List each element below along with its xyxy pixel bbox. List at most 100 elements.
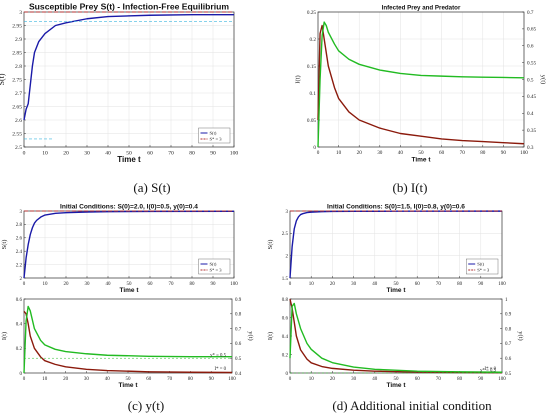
y-right-tick-label: 0.6: [505, 357, 512, 362]
y-right-tick-label: 0.5: [527, 77, 534, 83]
y-tick-label: 0.05: [307, 118, 316, 124]
y-tick-label: 2.6: [16, 237, 23, 242]
y-tick-label: 0: [20, 372, 23, 377]
y-tick-label: 0.4: [16, 322, 23, 327]
y-right-tick-label: 0.5: [505, 372, 512, 377]
chart-title-c1: Initial Conditions: S(0)=2.0, I(0)=0.5, …: [60, 204, 198, 211]
y-tick-label: 0: [286, 372, 289, 377]
annotation-i-star: I* = 0: [485, 367, 497, 372]
x-tick-label: 60: [415, 282, 421, 287]
legend-a: S(t)S* = 3: [198, 127, 231, 144]
x-axis-label: Time t: [117, 155, 141, 164]
y-right-tick-label: 0.7: [235, 327, 242, 332]
panel-d1: 0 10 20 30 40 50 60 70 80 90 100 1.5 2 2.5 3 Initial Co…: [267, 204, 506, 295]
legend-entry: S(t): [477, 262, 484, 267]
legend-entry: S* = 3: [210, 137, 223, 142]
panel-c2: 0 10 20 30 40 50 60 70 80 90 100 0 0.2 0.4 0.6 0.4 0.5 0.…: [1, 298, 254, 389]
x-tick-label: 40: [398, 150, 404, 156]
x-tick-label: 50: [126, 151, 132, 157]
x-tick-label: 90: [209, 377, 215, 382]
x-tick-label: 50: [394, 282, 400, 287]
panel-d2: 0 10 20 30 40 50 60 70 80 90 100 0 0.2 0.4 0.6 0.8 0.5 0.…: [267, 298, 524, 389]
y-right-tick-label: 0.6: [527, 44, 534, 50]
series-line-i-t-: [317, 24, 525, 145]
y-tick-label: 2.55: [12, 131, 22, 137]
x-tick-label: 20: [63, 377, 69, 382]
x-axis-label: Time t: [119, 287, 139, 294]
y-tick-label: 0.2: [16, 347, 23, 352]
x-tick-label: 40: [106, 282, 112, 287]
plot-area-d2: [290, 299, 502, 373]
y-right-tick-label: 0.6: [235, 342, 242, 347]
x-tick-label: 10: [42, 377, 48, 382]
x-tick-label: 100: [498, 282, 506, 287]
y-tick-label: 2.85: [12, 50, 22, 56]
x-tick-label: 30: [351, 377, 357, 382]
x-tick-label: 100: [520, 150, 528, 156]
series-line-s-t-: [23, 210, 235, 279]
x-tick-label: 20: [330, 282, 336, 287]
y-tick-label: 0.6: [16, 298, 23, 303]
legend-box: [466, 258, 499, 275]
annotation-y-star: y* = 0.5: [210, 354, 226, 359]
y-axis-label: S(t): [1, 240, 8, 250]
x-tick-label: 100: [230, 282, 238, 287]
caption-a: (a) S(t): [133, 180, 170, 195]
y-right-tick-label: 0.4: [235, 372, 242, 377]
series-line-y-t-: [317, 21, 525, 148]
y-tick-label: 1.5: [282, 277, 289, 282]
legend-entry: S(t): [210, 131, 217, 136]
y-tick-label: 2.9: [15, 37, 22, 43]
y-tick-label: 2: [20, 277, 23, 282]
y-right-axis-label: y(t): [247, 331, 254, 340]
y-right-tick-label: 0.3: [527, 145, 534, 151]
x-tick-label: 70: [436, 282, 442, 287]
y-tick-label: 0.4: [282, 335, 289, 340]
y-tick-label: 3: [20, 210, 23, 215]
annotation-i-star: I* = 0: [215, 367, 227, 372]
x-tick-label: 10: [336, 150, 342, 156]
series-line-s-t-: [23, 14, 234, 121]
x-tick-label: 40: [105, 377, 111, 382]
x-tick-label: 70: [168, 151, 174, 157]
y-tick-label: 2.65: [12, 104, 22, 110]
y-right-tick-label: 0.55: [527, 60, 536, 66]
x-tick-label: 50: [394, 377, 400, 382]
x-tick-label: 70: [436, 377, 442, 382]
y-tick-label: 0: [313, 145, 316, 151]
x-tick-label: 30: [85, 282, 91, 287]
x-tick-label: 80: [190, 282, 196, 287]
y-right-tick-label: 0.9: [505, 313, 512, 318]
y-tick-label: 2.95: [12, 23, 22, 29]
y-right-tick-label: 0.7: [527, 10, 534, 16]
y-axis-label: S(t): [267, 240, 274, 250]
panel-c1: 0 10 20 30 40 50 60 70 80 90 100 2 2.2 2.4 2.6 2.8 3 Init…: [1, 204, 238, 295]
y-right-tick-label: 1: [505, 298, 508, 303]
legend-entry: S* = 3: [477, 268, 490, 273]
y-tick-label: 2.8: [16, 223, 23, 228]
x-tick-label: 20: [357, 150, 363, 156]
y-tick-label: 0.2: [282, 353, 289, 358]
x-tick-label: 20: [64, 282, 70, 287]
x-tick-label: 0: [289, 377, 292, 382]
x-tick-label: 80: [188, 377, 194, 382]
y-axis-label: I(t): [294, 75, 301, 83]
y-tick-label: 2.4: [16, 250, 23, 255]
y-right-tick-label: 0.8: [235, 313, 242, 318]
legend-entry: S* = 3: [210, 268, 223, 273]
y-tick-label: 2.75: [12, 77, 22, 83]
y-tick-label: 3: [286, 210, 289, 215]
caption-d: (d) Additional initial condition: [332, 398, 492, 413]
annotation-y-star: y* = 0.5: [480, 369, 496, 374]
x-tick-label: 80: [189, 151, 195, 157]
x-tick-label: 30: [351, 282, 357, 287]
series-line-i-t-: [23, 310, 233, 374]
x-tick-label: 100: [230, 151, 239, 157]
x-tick-label: 0: [289, 282, 292, 287]
plot-area-c2: [24, 299, 232, 373]
y-tick-label: 2.6: [15, 118, 22, 124]
caption-c: (c) y(t): [128, 398, 164, 413]
x-tick-label: 60: [415, 377, 421, 382]
chart-title-d1: Initial Conditions: S(0)=1.5, I(0)=0.8, …: [327, 204, 465, 211]
